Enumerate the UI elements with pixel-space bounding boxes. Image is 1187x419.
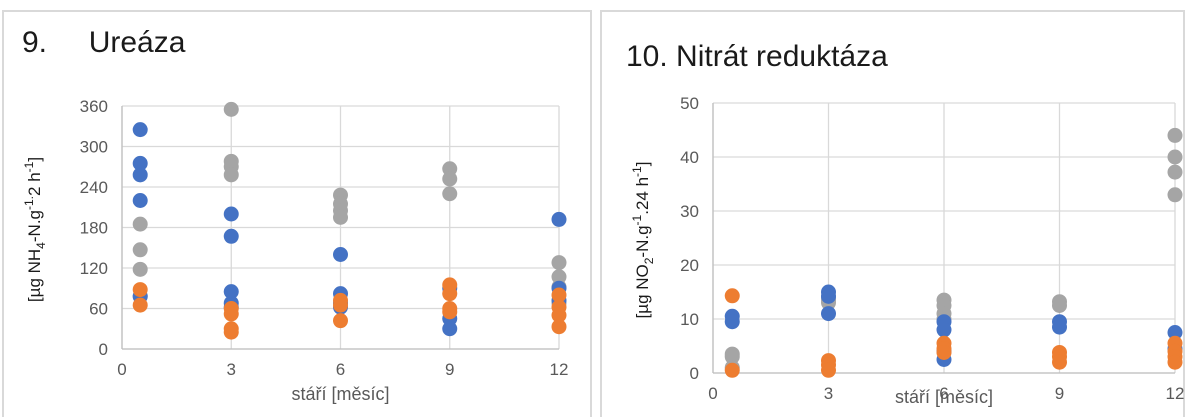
x-tick-label: 12	[550, 360, 569, 379]
data-point-blue	[223, 284, 239, 300]
y-axis-label-part: ]	[25, 157, 44, 162]
data-point-blue	[132, 167, 148, 183]
y-tick-label: 10	[680, 310, 699, 329]
y-axis-label-part: [µg NH	[25, 249, 44, 302]
data-point-orange	[1052, 354, 1067, 370]
data-point-orange	[333, 297, 348, 313]
x-tick-label: 9	[1055, 384, 1064, 403]
y-axis-label-part: .24 h	[633, 177, 652, 215]
data-point-blue	[821, 288, 836, 304]
urease-scatter-chart: 0 60 120 180 240 300 360 0 3 6 9 12 stáří [měsíc] [µg…	[22, 97, 569, 404]
y-axis-label-part: 2 h	[25, 172, 44, 196]
data-point-blue	[724, 314, 740, 330]
y-axis-label-part: -N.g	[633, 225, 652, 257]
y-tick-label: 0	[99, 340, 108, 359]
y-tick-label: 120	[80, 259, 108, 278]
y-tick-label: 300	[80, 138, 108, 157]
data-point-orange	[333, 313, 348, 329]
y-axis-label-part: -1	[22, 161, 36, 172]
data-point-orange	[551, 287, 567, 303]
data-point-gray	[724, 349, 740, 365]
data-point-blue	[821, 306, 836, 322]
x-tick-label: 0	[117, 360, 126, 379]
data-point-orange	[1167, 354, 1183, 370]
x-tick-label: 3	[824, 384, 833, 403]
y-axis-label-part: 4	[34, 242, 48, 249]
data-point-orange	[132, 297, 148, 313]
data-point-gray	[132, 216, 148, 232]
y-axis-label-part: [µg NO	[633, 264, 652, 318]
data-point-blue	[1052, 319, 1067, 335]
data-point-orange	[724, 288, 740, 304]
data-point-gray	[1167, 164, 1183, 180]
data-point-orange	[132, 282, 148, 298]
x-tick-label: 6	[336, 360, 345, 379]
data-point-blue	[442, 321, 458, 337]
y-tick-label: 40	[680, 148, 699, 167]
data-point-orange	[936, 344, 952, 360]
data-point-gray	[1167, 187, 1183, 203]
x-tick-label: 3	[227, 360, 236, 379]
data-point-orange	[551, 307, 567, 323]
data-point-blue	[1167, 325, 1183, 340]
data-point-gray	[442, 171, 458, 187]
data-point-gray	[1052, 298, 1067, 313]
y-axis-label-part: ]	[633, 162, 652, 167]
y-tick-label: 60	[89, 300, 108, 319]
y-axis-label: [µg NO2-N.g-1.24 h-1]	[630, 162, 656, 319]
y-axis-label-part: -1.	[22, 196, 36, 210]
y-tick-label: 30	[680, 202, 699, 221]
data-point-gray	[1167, 127, 1183, 143]
x-tick-label: 9	[445, 360, 454, 379]
data-point-blue	[223, 206, 239, 222]
y-axis-label-part: -1	[630, 166, 644, 177]
data-point-blue	[132, 122, 148, 138]
data-point-orange	[821, 362, 836, 378]
y-tick-label: 0	[690, 364, 699, 383]
y-tick-label: 180	[80, 219, 108, 238]
data-point-orange	[223, 324, 239, 340]
y-axis-label-part: -1	[630, 214, 644, 225]
data-point-gray	[132, 242, 148, 258]
data-point-blue	[936, 322, 952, 338]
data-point-gray	[551, 255, 567, 271]
data-point-blue	[551, 211, 567, 227]
y-tick-label: 50	[680, 94, 699, 113]
x-axis-label: stáří [měsíc]	[291, 384, 389, 404]
data-point-gray	[223, 167, 239, 183]
chart-title: 9. Ureáza	[22, 26, 186, 59]
x-tick-label: 12	[1166, 384, 1185, 403]
data-point-orange	[223, 306, 239, 322]
chart-title: 10. Nitrát reduktáza	[626, 40, 888, 73]
y-tick-label: 20	[680, 256, 699, 275]
x-tick-label: 6	[939, 384, 948, 403]
data-point-gray	[223, 101, 239, 117]
data-point-orange	[442, 286, 458, 302]
chart-panel-urease: 9. Ureáza 0 60 120 180 240 300 360 0 3 6 9 12 stáří …	[2, 10, 592, 417]
y-tick-label: 240	[80, 178, 108, 197]
y-tick-label: 360	[80, 97, 108, 116]
y-axis-label-part: 2	[642, 257, 656, 264]
data-point-orange	[551, 319, 567, 335]
data-point-orange	[724, 362, 740, 378]
x-tick-label: 0	[708, 384, 717, 403]
data-point-gray	[333, 209, 348, 225]
nitrate-reductase-scatter-chart: 0 10 20 30 40 50 0 3 6 9 12 stáří [měsíc] [µg NO2-N.…	[630, 94, 1185, 407]
x-axis-label: stáří [měsíc]	[895, 387, 993, 407]
data-point-orange	[442, 304, 458, 320]
data-point-gray	[132, 261, 148, 277]
data-point-blue	[132, 193, 148, 208]
y-axis-label-part: -N.g	[25, 210, 44, 242]
data-point-gray	[442, 186, 458, 202]
chart-panel-nitrate-reductase: 10. Nitrát reduktáza 0 10 20 30 40 50 0 3 6 9 12 st…	[600, 10, 1185, 417]
data-point-blue	[132, 155, 148, 171]
data-point-blue	[223, 228, 239, 244]
data-point-gray	[1167, 149, 1183, 165]
y-axis-label: [µg NH4-N.g-1.2 h-1]	[22, 157, 48, 302]
data-point-blue	[333, 247, 348, 262]
